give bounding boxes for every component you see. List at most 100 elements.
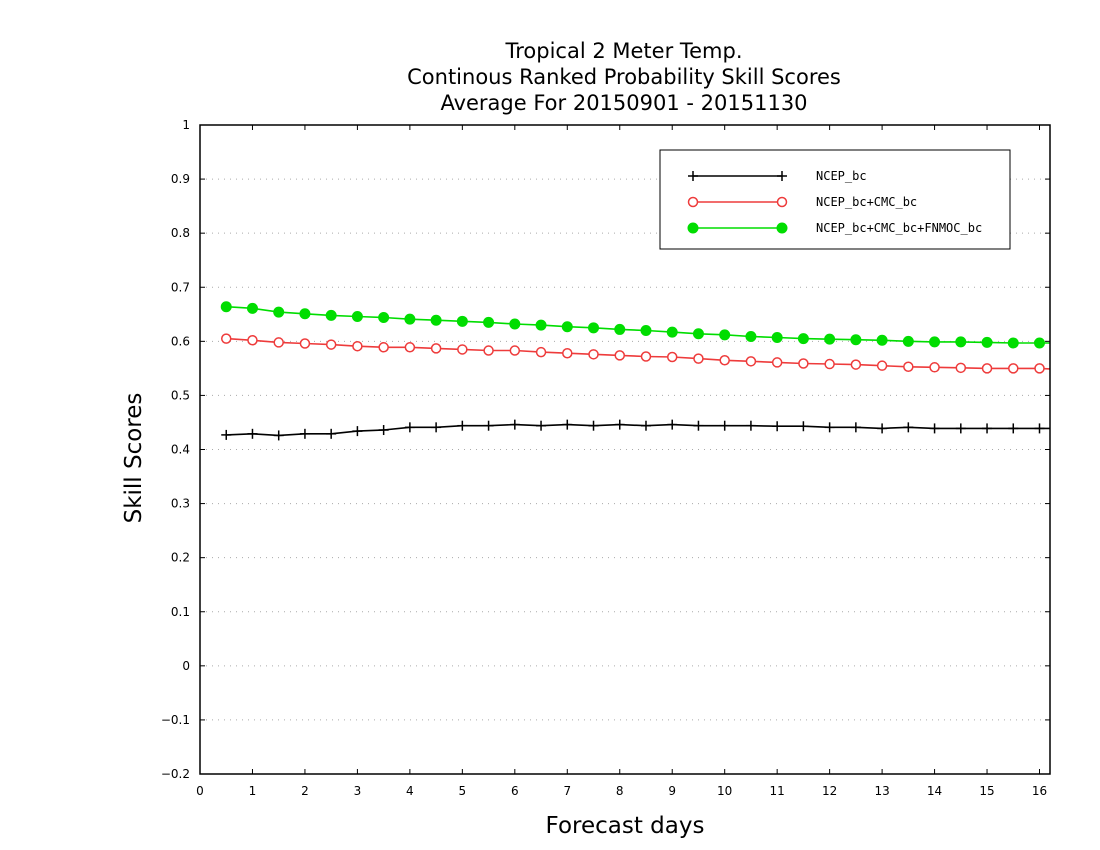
data-point-ncep-cmc-fnmoc <box>640 325 652 337</box>
data-point-ncep-cmc <box>981 363 993 374</box>
x-tick-label: 7 <box>563 784 571 798</box>
x-axis-ticks: 0 1 2 3 4 5 6 7 8 9 10 11 12 13 14 15 16 <box>196 125 1047 798</box>
data-point-ncep-bc <box>1008 423 1019 434</box>
data-point-ncep-bc <box>457 420 468 431</box>
x-tick-label: 16 <box>1032 784 1047 798</box>
data-point-ncep-cmc <box>824 358 835 370</box>
data-point-ncep-bc <box>326 428 337 439</box>
legend-marker <box>687 196 699 208</box>
data-point-ncep-cmc-fnmoc <box>719 329 731 341</box>
data-point-ncep-cmc <box>955 362 967 374</box>
y-tick-label: 0.8 <box>171 226 190 240</box>
data-point-ncep-cmc-fnmoc <box>273 306 285 318</box>
legend-label: NCEP_bc+CMC_bc+FNMOC_bc <box>816 221 982 235</box>
data-point-ncep-bc <box>667 419 678 430</box>
x-tick-label: 15 <box>979 784 994 798</box>
data-point-ncep-cmc-fnmoc <box>220 301 232 313</box>
data-point-ncep-cmc <box>273 337 284 348</box>
data-point-ncep-cmc-fnmoc <box>824 333 836 345</box>
legend-label: NCEP_bc <box>816 169 867 183</box>
legend-marker <box>777 171 787 181</box>
data-point-ncep-cmc-fnmoc <box>771 332 783 344</box>
series-ncep-cmc <box>220 333 1051 374</box>
data-point-ncep-cmc-fnmoc <box>955 336 967 348</box>
data-point-ncep-cmc-fnmoc <box>588 322 600 334</box>
data-point-ncep-cmc-fnmoc <box>351 310 363 322</box>
legend-marker <box>687 222 699 234</box>
data-point-ncep-bc <box>693 420 704 431</box>
x-tick-label: 13 <box>874 784 889 798</box>
y-tick-label: 0.9 <box>171 172 190 186</box>
data-point-ncep-bc <box>745 420 756 431</box>
data-point-ncep-cmc-fnmoc <box>876 334 888 346</box>
legend-items: NCEP_bc NCEP_bc+CMC_bc NCEP_bc+CMC_bc+FNMO… <box>687 169 982 235</box>
x-tick-label: 4 <box>406 784 414 798</box>
legend: NCEP_bc NCEP_bc+CMC_bc NCEP_bc+CMC_bc+FNMO… <box>659 149 1011 250</box>
data-point-ncep-bc <box>378 425 389 436</box>
grid-lines <box>200 178 1050 721</box>
legend-entry-ncep-cmc-fnmoc: NCEP_bc+CMC_bc+FNMOC_bc <box>687 221 982 235</box>
data-point-ncep-cmc <box>509 345 521 356</box>
x-tick-label: 12 <box>822 784 837 798</box>
legend-marker <box>688 171 698 181</box>
data-point-ncep-cmc-fnmoc <box>666 326 678 338</box>
data-point-ncep-cmc-fnmoc <box>692 328 704 340</box>
legend-marker <box>776 222 788 234</box>
data-point-ncep-bc <box>352 426 363 437</box>
data-point-ncep-bc <box>798 421 809 432</box>
data-point-ncep-bc <box>273 430 284 441</box>
chart-title: Tropical 2 Meter Temp. Continous Ranked … <box>407 39 841 115</box>
data-point-ncep-cmc-fnmoc <box>483 316 495 328</box>
y-tick-label: 0 <box>182 659 190 673</box>
data-point-ncep-cmc <box>404 342 416 353</box>
data-point-ncep-cmc <box>1008 363 1019 374</box>
title-line-1: Tropical 2 Meter Temp. <box>504 39 742 63</box>
data-point-ncep-bc <box>640 420 651 431</box>
data-point-ncep-cmc-fnmoc <box>929 336 941 348</box>
data-point-ncep-cmc <box>378 342 389 353</box>
data-point-ncep-cmc-fnmoc <box>1034 337 1046 349</box>
x-tick-label: 1 <box>249 784 257 798</box>
data-point-ncep-cmc-fnmoc <box>378 312 390 324</box>
data-point-ncep-cmc <box>457 344 468 355</box>
data-point-ncep-bc <box>404 422 415 433</box>
y-tick-label: 0.2 <box>171 551 190 565</box>
series-ncep-bc <box>221 419 1050 441</box>
data-point-ncep-cmc-fnmoc <box>299 308 311 320</box>
data-point-ncep-cmc-fnmoc <box>797 333 809 345</box>
data-point-ncep-cmc-fnmoc <box>614 323 626 335</box>
data-point-ncep-cmc <box>247 335 258 346</box>
y-axis-label: Skill Scores <box>121 393 147 524</box>
y-tick-label: 0.5 <box>171 388 190 402</box>
y-tick-label: 0.7 <box>171 280 190 294</box>
data-point-ncep-cmc <box>850 359 862 370</box>
y-axis-ticks: −0.2 −0.1 0 0.1 0.2 0.3 0.4 0.5 0.6 0.7 0.8 0.9 1 <box>161 118 1050 781</box>
data-point-ncep-cmc <box>640 351 652 362</box>
x-tick-label: 6 <box>511 784 519 798</box>
x-tick-label: 0 <box>196 784 204 798</box>
data-point-ncep-bc <box>719 420 730 431</box>
series-layer <box>220 301 1051 441</box>
data-point-ncep-bc <box>903 422 914 433</box>
x-axis-label: Forecast days <box>546 813 705 839</box>
x-tick-label: 2 <box>301 784 309 798</box>
data-point-ncep-cmc <box>771 357 783 368</box>
data-point-ncep-bc <box>221 429 232 440</box>
data-point-ncep-cmc <box>535 346 547 358</box>
series-line-ncep-bc <box>226 423 1050 437</box>
data-point-ncep-bc <box>955 423 966 434</box>
data-point-ncep-bc <box>850 422 861 433</box>
data-point-ncep-cmc <box>325 339 337 350</box>
data-point-ncep-cmc <box>588 349 599 360</box>
legend-entry-ncep-cmc: NCEP_bc+CMC_bc <box>687 195 917 209</box>
data-point-ncep-cmc-fnmoc <box>745 330 757 342</box>
data-point-ncep-cmc <box>693 353 704 364</box>
data-point-ncep-cmc <box>798 358 809 369</box>
title-line-2: Continous Ranked Probability Skill Score… <box>407 65 841 89</box>
title-line-3: Average For 20150901 - 20151130 <box>440 91 807 115</box>
data-point-ncep-cmc <box>483 345 494 356</box>
legend-box <box>659 149 1011 250</box>
legend-marker <box>776 196 788 208</box>
data-point-ncep-cmc <box>430 343 442 354</box>
data-point-ncep-bc <box>1034 423 1045 434</box>
